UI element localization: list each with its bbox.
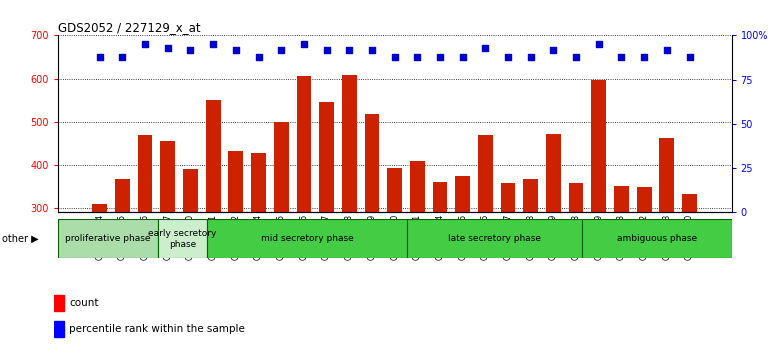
Bar	[115, 179, 130, 338]
Text: count: count	[69, 298, 99, 308]
Text: early secretory
phase: early secretory phase	[149, 229, 216, 249]
Bar	[637, 187, 651, 338]
Bar	[92, 204, 107, 338]
Bar	[274, 122, 289, 338]
Point	[411, 54, 424, 59]
Bar	[54, 295, 63, 311]
Bar	[251, 153, 266, 338]
Point	[615, 54, 628, 59]
Bar	[320, 102, 334, 338]
Bar	[183, 169, 198, 338]
Point	[94, 54, 106, 59]
Point	[638, 54, 651, 59]
Bar	[407, 219, 582, 258]
Bar	[54, 321, 63, 337]
Point	[207, 41, 219, 47]
Point	[479, 45, 491, 51]
Point	[366, 47, 378, 52]
Text: ambiguous phase: ambiguous phase	[617, 234, 697, 244]
Bar	[614, 185, 629, 338]
Bar	[500, 183, 515, 338]
Bar	[158, 219, 207, 258]
Bar	[342, 75, 357, 338]
Bar	[659, 138, 675, 338]
Bar	[478, 135, 493, 338]
Bar	[582, 219, 732, 258]
Bar	[138, 135, 152, 338]
Bar	[682, 194, 697, 338]
Point	[570, 54, 582, 59]
Bar	[58, 219, 158, 258]
Bar	[160, 141, 175, 338]
Point	[253, 54, 265, 59]
Bar	[206, 100, 220, 338]
Text: proliferative phase: proliferative phase	[65, 234, 150, 244]
Bar	[546, 134, 561, 338]
Point	[320, 47, 333, 52]
Text: late secretory phase: late secretory phase	[448, 234, 541, 244]
Bar	[410, 161, 425, 338]
Point	[683, 54, 695, 59]
Text: other ▶: other ▶	[2, 234, 38, 244]
Point	[524, 54, 537, 59]
Text: mid secretory phase: mid secretory phase	[261, 234, 353, 244]
Text: GDS2052 / 227129_x_at: GDS2052 / 227129_x_at	[58, 21, 200, 34]
Point	[457, 54, 469, 59]
Point	[388, 54, 400, 59]
Bar	[387, 168, 402, 338]
Point	[502, 54, 514, 59]
Bar	[296, 75, 311, 338]
Text: percentile rank within the sample: percentile rank within the sample	[69, 324, 245, 334]
Point	[298, 41, 310, 47]
Point	[162, 45, 174, 51]
Bar	[229, 151, 243, 338]
Point	[661, 47, 673, 52]
Point	[343, 47, 356, 52]
Point	[229, 47, 242, 52]
Bar	[364, 114, 380, 338]
Bar	[591, 80, 606, 338]
Bar	[524, 179, 538, 338]
Point	[139, 41, 151, 47]
Bar	[207, 219, 407, 258]
Bar	[433, 182, 447, 338]
Point	[184, 47, 196, 52]
Point	[434, 54, 446, 59]
Point	[275, 47, 287, 52]
Bar	[569, 183, 584, 338]
Bar	[455, 176, 470, 338]
Point	[116, 54, 129, 59]
Point	[547, 47, 560, 52]
Point	[593, 41, 605, 47]
